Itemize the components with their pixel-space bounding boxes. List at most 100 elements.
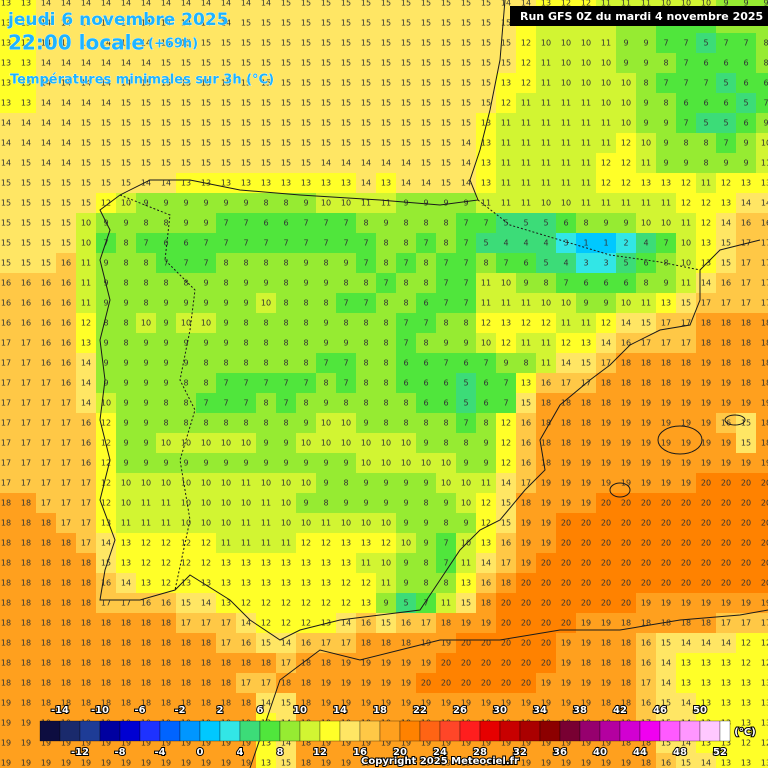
temp-value: 16 xyxy=(541,379,551,388)
temp-cell xyxy=(196,213,216,233)
temp-cell xyxy=(696,93,716,113)
temp-cell xyxy=(476,273,496,293)
temp-cell xyxy=(216,113,236,133)
temp-value: 20 xyxy=(641,579,651,588)
temp-value: 16 xyxy=(241,639,251,648)
temp-value: 15 xyxy=(221,159,231,168)
temp-cell xyxy=(376,93,396,113)
temp-value: 11 xyxy=(361,559,371,568)
temp-value: 6 xyxy=(603,279,608,288)
temp-value: 10 xyxy=(201,479,211,488)
temp-cell xyxy=(136,233,156,253)
temp-value: 5 xyxy=(483,239,488,248)
temp-cell xyxy=(236,0,256,13)
temp-value: 12 xyxy=(81,319,91,328)
temp-value: 8 xyxy=(703,159,708,168)
temp-cell xyxy=(636,373,656,393)
temp-value: 18 xyxy=(101,679,111,688)
temp-cell xyxy=(456,153,476,173)
temp-cell xyxy=(496,113,516,133)
temp-value: 15 xyxy=(301,119,311,128)
temp-value: 10 xyxy=(581,59,591,68)
temp-value: 8 xyxy=(243,319,248,328)
temp-cell xyxy=(176,133,196,153)
temp-cell xyxy=(356,173,376,193)
temp-value: 20 xyxy=(441,659,451,668)
temp-value: 9 xyxy=(403,479,408,488)
temp-value: 14 xyxy=(661,659,671,668)
temp-cell xyxy=(176,153,196,173)
temp-cell xyxy=(336,33,356,53)
temp-value: 6 xyxy=(563,219,568,228)
temp-value: 18 xyxy=(661,359,671,368)
temp-value: 14 xyxy=(361,159,371,168)
temp-value: 16 xyxy=(61,359,71,368)
temp-cell xyxy=(516,273,536,293)
temp-cell xyxy=(596,373,616,393)
temp-value: 17 xyxy=(41,399,51,408)
temp-value: 19 xyxy=(581,759,591,768)
temp-value: 13 xyxy=(481,539,491,548)
temp-cell xyxy=(276,33,296,53)
temp-value: 8 xyxy=(383,359,388,368)
colorbar-swatch xyxy=(519,720,541,742)
temp-value: 18 xyxy=(601,399,611,408)
temp-cell xyxy=(256,153,276,173)
temp-value: 19 xyxy=(721,379,731,388)
temp-value: 20 xyxy=(561,559,571,568)
temp-cell xyxy=(416,13,436,33)
temp-value: 10 xyxy=(381,519,391,528)
temp-value: 15 xyxy=(261,19,271,28)
temp-cell xyxy=(76,133,96,153)
temp-cell xyxy=(456,253,476,273)
temp-value: 17 xyxy=(61,459,71,468)
temp-value: 12 xyxy=(241,599,251,608)
temp-value: 14 xyxy=(161,0,171,8)
colorbar-swatch xyxy=(639,720,661,742)
temp-value: 9 xyxy=(423,479,428,488)
temp-value: 17 xyxy=(201,619,211,628)
temp-value: 10 xyxy=(121,199,131,208)
temp-value: 11 xyxy=(541,159,551,168)
temp-value: 18 xyxy=(701,319,711,328)
temp-cell xyxy=(736,113,756,133)
temp-value: 7 xyxy=(683,39,688,48)
temp-value: 9 xyxy=(323,459,328,468)
temp-value: 8 xyxy=(323,379,328,388)
temp-cell xyxy=(476,333,496,353)
temp-cell xyxy=(376,293,396,313)
temp-value: 19 xyxy=(541,679,551,688)
temp-cell xyxy=(136,393,156,413)
temp-cell xyxy=(276,293,296,313)
temp-cell xyxy=(276,393,296,413)
temp-value: 8 xyxy=(283,299,288,308)
temp-value: 13 xyxy=(341,559,351,568)
temp-cell xyxy=(236,253,256,273)
temp-value: 8 xyxy=(383,299,388,308)
temp-value: 18 xyxy=(181,659,191,668)
temp-cell xyxy=(716,213,736,233)
temp-value: 13 xyxy=(521,379,531,388)
temp-cell xyxy=(16,273,36,293)
temp-cell xyxy=(376,193,396,213)
temp-value: 15 xyxy=(381,99,391,108)
temp-value: 17 xyxy=(561,379,571,388)
temp-cell xyxy=(16,373,36,393)
temp-value: 13 xyxy=(81,339,91,348)
temp-value: 13 xyxy=(221,559,231,568)
temp-cell xyxy=(636,173,656,193)
temp-value: 15 xyxy=(341,0,351,8)
temp-cell xyxy=(356,33,376,53)
temp-value: 20 xyxy=(701,559,711,568)
temp-cell xyxy=(436,193,456,213)
temp-cell xyxy=(476,193,496,213)
temp-value: 14 xyxy=(101,59,111,68)
temp-cell xyxy=(476,0,496,13)
temp-value: 11 xyxy=(501,139,511,148)
temp-cell xyxy=(736,253,756,273)
temp-value: 6 xyxy=(483,399,488,408)
temp-value: 20 xyxy=(581,539,591,548)
temp-value: 15 xyxy=(161,99,171,108)
temp-value: 10 xyxy=(501,279,511,288)
temp-value: 17 xyxy=(81,479,91,488)
